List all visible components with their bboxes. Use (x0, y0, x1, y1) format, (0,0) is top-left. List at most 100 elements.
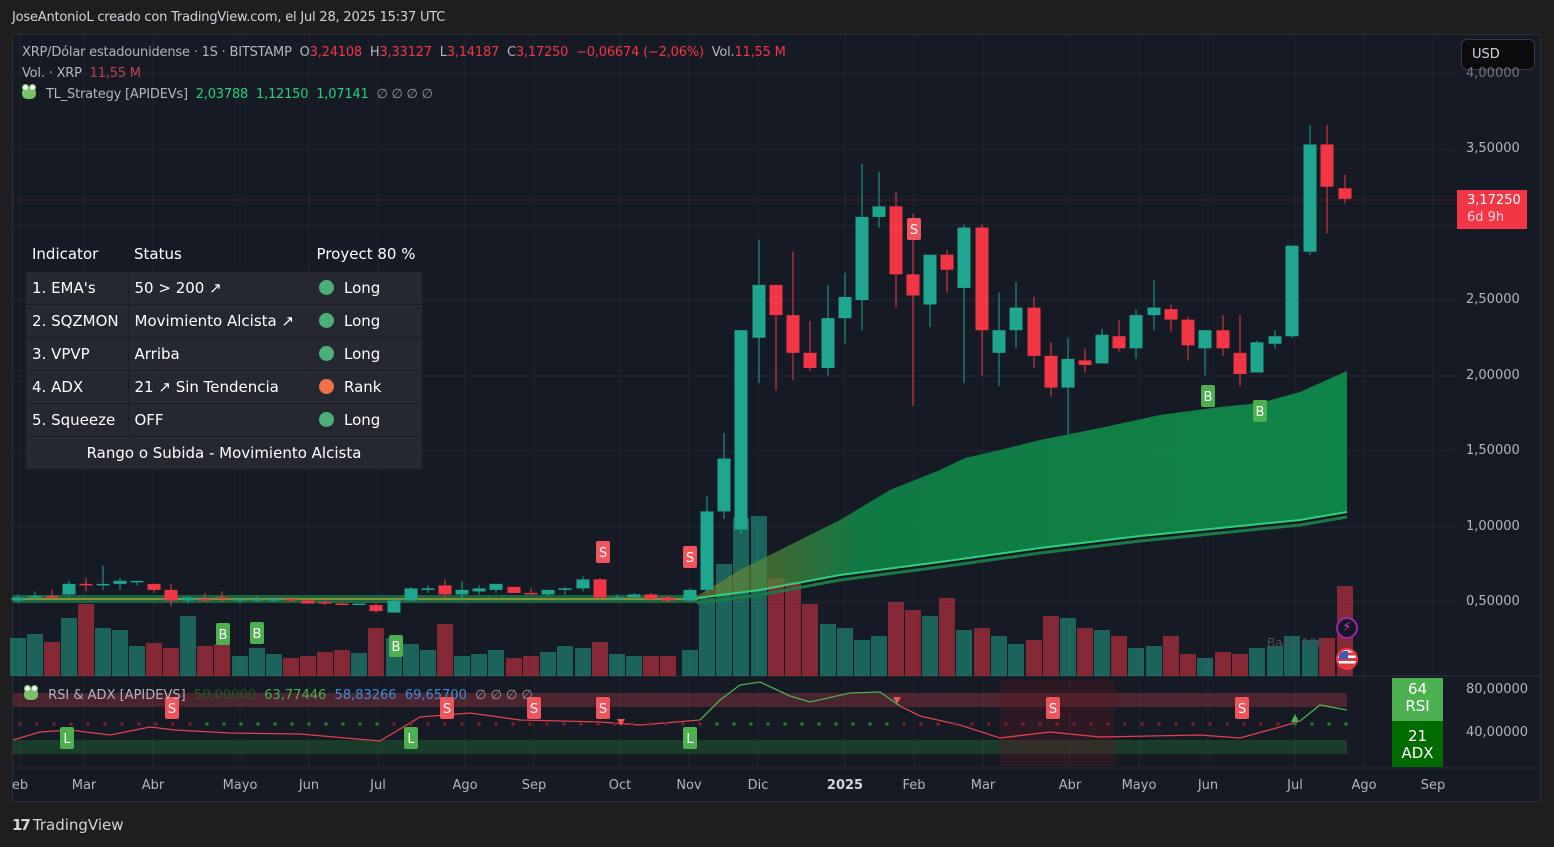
volume-value: 11,55 M (734, 45, 786, 60)
svg-text:B: B (1204, 390, 1213, 405)
time-tick: Sep (521, 778, 547, 793)
buy-signal-icon: B (216, 623, 230, 645)
strategy-name[interactable]: TL_Strategy [APIDEVs] (45, 87, 188, 102)
buy-signal-icon: B (1253, 400, 1267, 422)
lightning-icon[interactable]: ⚡ (1336, 617, 1358, 639)
indicator-status: 50 > 200 ↗ (128, 270, 310, 304)
status-dot-icon (319, 312, 334, 328)
frog-icon (22, 84, 36, 99)
svg-text:B: B (392, 640, 401, 655)
symbol-legend[interactable]: XRP/Dólar estadounidense · 1S · BITSTAMP… (22, 45, 786, 60)
indicator-row: 1. EMA's 50 > 200 ↗ Long (26, 270, 422, 304)
time-tick: Sep (1420, 778, 1446, 793)
volume-legend[interactable]: Vol. · XRP 11,55 M (22, 66, 141, 81)
time-tick: Mayo (1121, 778, 1157, 793)
last-price-tag: 3,17250 6d 9h (1457, 190, 1527, 229)
svg-text:L: L (686, 732, 694, 747)
svg-text:L: L (63, 732, 71, 747)
status-dot-icon (319, 378, 334, 394)
header-indicator: Indicator (32, 245, 99, 264)
svg-text:S: S (910, 223, 918, 238)
svg-text:S: S (443, 702, 451, 717)
projection-badge: Proyect 80 % (316, 245, 416, 264)
time-tick: Jul (1287, 778, 1303, 793)
bars-count: Bars: 100 (1267, 636, 1325, 650)
adx-badge: 21 ADX (1392, 721, 1443, 767)
tradingview-logo-icon: 17 (12, 816, 31, 834)
svg-text:L: L (407, 732, 415, 747)
indicator-name: 5. Squeeze (26, 402, 129, 436)
indicator-signal: Long (310, 336, 422, 370)
table-footer: Rango o Subida - Movimiento Alcista (26, 435, 422, 469)
close-value: 3,17250 (515, 45, 569, 60)
symbol-name[interactable]: XRP/Dólar estadounidense · 1S · BITSTAMP (22, 45, 292, 60)
svg-text:S: S (1049, 702, 1057, 717)
sell-signal-icon: S (907, 218, 921, 240)
status-dot-icon (319, 345, 334, 361)
time-tick: Jul (370, 778, 386, 793)
change-value: −0,06674 (−2,06%) (576, 45, 704, 60)
rsi-tick: 80,00000 (1466, 682, 1529, 697)
price-tick: 3,50000 (1466, 141, 1520, 156)
svg-text:B: B (219, 628, 228, 643)
header-status: Status (134, 245, 182, 264)
indicator-name: 4. ADX (26, 369, 129, 403)
indicator-signal: Long (310, 402, 422, 436)
price-tick: 0,50000 (1466, 594, 1520, 609)
indicator-signal: Long (310, 270, 422, 304)
status-dot-icon (319, 279, 334, 295)
rsi-legend[interactable]: RSI & ADX [APIDEVS] 50,00000 63,77446 58… (24, 685, 533, 703)
sell-signal-icon: S (683, 546, 697, 568)
currency-button[interactable]: USD (1461, 39, 1535, 70)
us-flag-icon[interactable] (1336, 648, 1358, 670)
rsi-tick: 40,00000 (1466, 725, 1529, 740)
indicator-signal: Rank (310, 369, 422, 403)
time-tick: Mar (970, 778, 996, 793)
indicator-status: OFF (128, 402, 310, 436)
time-tick: Abr (141, 778, 165, 793)
buy-signal-icon: B (389, 635, 403, 657)
attribution-text: JoseAntonioL creado con TradingView.com,… (12, 10, 446, 25)
svg-text:S: S (168, 702, 176, 717)
time-tick: Abr (1058, 778, 1082, 793)
indicator-name: 3. VPVP (26, 336, 129, 370)
indicator-table: Indicator Status Proyect 80 % 1. EMA's 5… (26, 238, 422, 469)
time-tick: Oct (608, 778, 632, 793)
open-value: 3,24108 (309, 45, 363, 60)
svg-text:B: B (253, 627, 262, 642)
time-tick: Jun (1197, 778, 1219, 793)
indicator-status: 21 ↗ Sin Tendencia (128, 369, 310, 403)
price-tick: 2,50000 (1466, 292, 1520, 307)
price-tick: 4,00000 (1466, 66, 1520, 81)
indicator-row: 2. SQZMON Movimiento Alcista ↗ Long (26, 303, 422, 337)
svg-text:S: S (530, 702, 538, 717)
buy-signal-icon: B (1201, 385, 1215, 407)
indicator-name: 2. SQZMON (26, 303, 129, 337)
sell-signal-icon: S (596, 541, 610, 563)
svg-text:B: B (1256, 405, 1265, 420)
tradingview-brand: 17 TradingView (12, 816, 124, 834)
rsi-indicator-name[interactable]: RSI & ADX [APIDEVS] (48, 688, 186, 703)
svg-text:S: S (599, 702, 607, 717)
buy-signal-icon: B (250, 622, 264, 644)
time-tick: Feb (902, 778, 926, 793)
time-tick: Mar (71, 778, 97, 793)
time-tick: Ago (452, 778, 478, 793)
price-tick: 2,00000 (1466, 368, 1520, 383)
time-tick: 2025 (826, 778, 864, 793)
svg-text:S: S (686, 551, 694, 566)
time-tick: Ago (1351, 778, 1377, 793)
low-value: 3,14187 (446, 45, 500, 60)
indicator-row: 4. ADX 21 ↗ Sin Tendencia Rank (26, 369, 422, 403)
rsi-badge: 64 RSI (1392, 678, 1443, 721)
time-tick: Nov (676, 778, 702, 793)
strategy-legend[interactable]: TL_Strategy [APIDEVs] 2,03788 1,12150 1,… (22, 84, 433, 102)
frog-icon (24, 685, 38, 700)
indicator-row: 5. Squeeze OFF Long (26, 402, 422, 436)
time-tick: Jun (298, 778, 320, 793)
time-tick: Dic (747, 778, 769, 793)
svg-text:S: S (599, 546, 607, 561)
indicator-status: Arriba (128, 336, 310, 370)
indicator-row: 3. VPVP Arriba Long (26, 336, 422, 370)
